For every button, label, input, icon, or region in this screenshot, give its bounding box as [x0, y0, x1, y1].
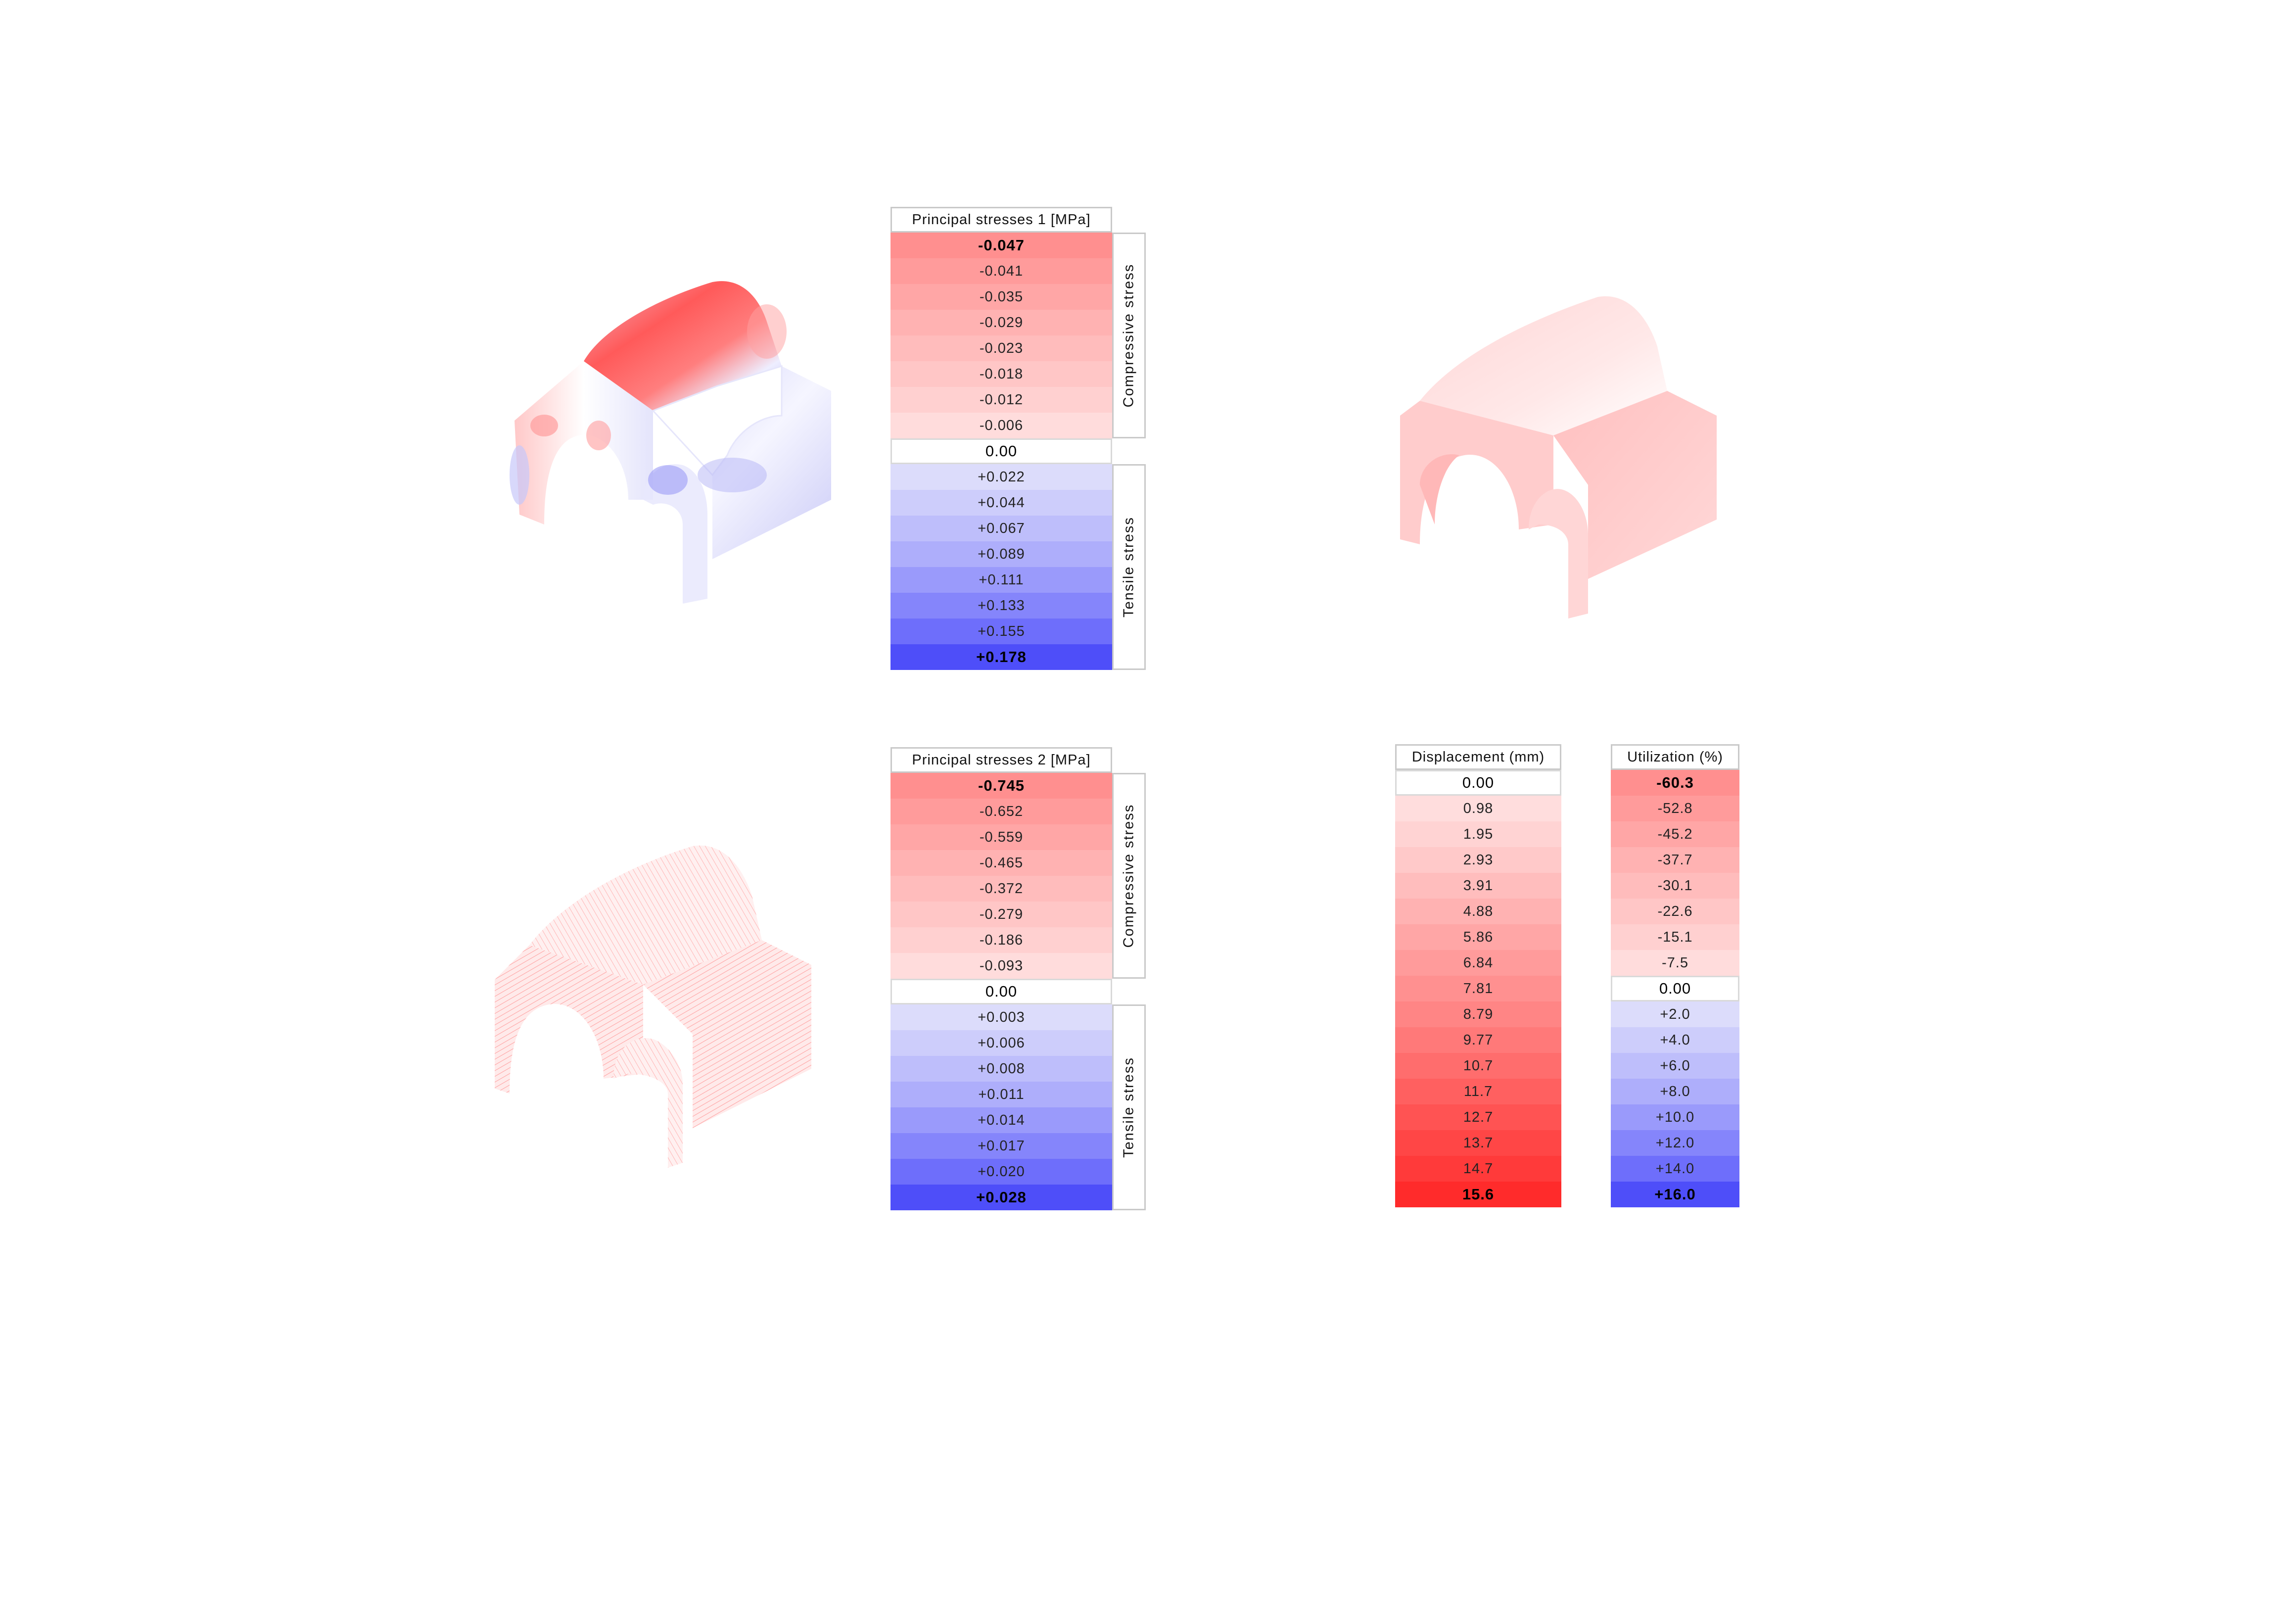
- legend-cell: 13.7: [1395, 1130, 1561, 1156]
- legend-cell: -0.035: [890, 284, 1112, 310]
- legend-cell: +0.155: [890, 619, 1112, 644]
- legend-cell: +0.006: [890, 1030, 1112, 1056]
- legend-cell: -0.006: [890, 413, 1112, 438]
- legend-cell: +6.0: [1611, 1053, 1739, 1079]
- legend-cell: +12.0: [1611, 1130, 1739, 1156]
- compressive-stress-label: Compressive stress: [1121, 263, 1137, 408]
- tensile-stress-label: Tensile stress: [1121, 1057, 1137, 1158]
- legend-cell: 2.93: [1395, 847, 1561, 873]
- compressive-stress-label-box: Compressive stress: [1112, 773, 1146, 979]
- legend-cell: +0.022: [890, 464, 1112, 490]
- legend-cell: +10.0: [1611, 1104, 1739, 1130]
- legend-title: Displacement (mm): [1395, 744, 1561, 770]
- legend-cell: -45.2: [1611, 821, 1739, 847]
- legend-cell: +0.011: [890, 1082, 1112, 1107]
- legend-cell: -0.372: [890, 876, 1112, 902]
- legend-cell: +0.014: [890, 1107, 1112, 1133]
- legend-cell: 5.86: [1395, 924, 1561, 950]
- model-principal-stresses-1: [510, 281, 831, 604]
- legend-scale: -0.745 -0.652 -0.559 -0.465 -0.372 -0.279 -0.1…: [890, 773, 1112, 1210]
- legend-cell: -0.012: [890, 387, 1112, 413]
- legend-cell: 3.91: [1395, 873, 1561, 899]
- legend-cell: +0.017: [890, 1133, 1112, 1159]
- legend-cell: 7.81: [1395, 976, 1561, 1001]
- tensile-stress-label-box: Tensile stress: [1112, 464, 1146, 670]
- legend-scale: -0.047 -0.041 -0.035 -0.029 -0.023 -0.018 -0.0…: [890, 233, 1112, 670]
- legend-cell: 8.79: [1395, 1001, 1561, 1027]
- model-principal-stresses-2: [465, 845, 811, 1183]
- legend-cell: +0.178: [890, 644, 1112, 670]
- legend-cell: -0.465: [890, 850, 1112, 876]
- legend-cell: +0.008: [890, 1056, 1112, 1082]
- legend-cell: +0.044: [890, 490, 1112, 516]
- legend-cell: 12.7: [1395, 1104, 1561, 1130]
- legend-cell: +0.020: [890, 1159, 1112, 1185]
- legend-cell: +4.0: [1611, 1027, 1739, 1053]
- tensile-stress-label-box: Tensile stress: [1112, 1004, 1146, 1210]
- legend-cell: 6.84: [1395, 950, 1561, 976]
- legend-cell: +0.111: [890, 567, 1112, 593]
- legend-cell: -0.093: [890, 953, 1112, 979]
- legend-scale: -60.3 -52.8 -45.2 -37.7 -30.1 -22.6 -15.1 -7.5 0…: [1611, 770, 1739, 1207]
- compressive-stress-label: Compressive stress: [1121, 804, 1137, 948]
- legend-cell: 9.77: [1395, 1027, 1561, 1053]
- legend-cell: +0.028: [890, 1185, 1112, 1210]
- legend-cell: 0.00: [1395, 770, 1561, 796]
- legend-cell: -0.047: [890, 233, 1112, 258]
- legend-cell: +16.0: [1611, 1182, 1739, 1207]
- legend-cell: 15.6: [1395, 1182, 1561, 1207]
- legend-cell: 1.95: [1395, 821, 1561, 847]
- legend-title: Principal stresses 1 [MPa]: [890, 207, 1112, 233]
- legend-cell: -52.8: [1611, 796, 1739, 821]
- legend-cell: +0.133: [890, 593, 1112, 619]
- legend-cell: -0.029: [890, 310, 1112, 335]
- legend-cell: +0.067: [890, 516, 1112, 541]
- legend-cell: +0.003: [890, 1004, 1112, 1030]
- tensile-stress-label: Tensile stress: [1121, 517, 1137, 618]
- legend-cell: -0.559: [890, 824, 1112, 850]
- legend-title: Principal stresses 2 [MPa]: [890, 747, 1112, 773]
- legend-cell: 0.00: [1611, 976, 1739, 1001]
- legend-cell: -0.018: [890, 361, 1112, 387]
- legend-cell: -0.652: [890, 799, 1112, 824]
- legend-cell: +8.0: [1611, 1079, 1739, 1104]
- legend-cell: 10.7: [1395, 1053, 1561, 1079]
- legend-cell: 0.00: [890, 438, 1112, 464]
- legend-cell: -15.1: [1611, 924, 1739, 950]
- legend-cell: +0.089: [890, 541, 1112, 567]
- legend-cell: -0.279: [890, 902, 1112, 927]
- legend-cell: -30.1: [1611, 873, 1739, 899]
- legend-cell: +14.0: [1611, 1156, 1739, 1182]
- legend-cell: -0.023: [890, 335, 1112, 361]
- legend-cell: 0.98: [1395, 796, 1561, 821]
- legend-cell: -0.186: [890, 927, 1112, 953]
- legend-cell: +2.0: [1611, 1001, 1739, 1027]
- legend-scale: 0.00 0.98 1.95 2.93 3.91 4.88 5.86 6.84 7.81 8.79…: [1395, 770, 1561, 1207]
- legend-title: Utilization (%): [1611, 744, 1739, 770]
- compressive-stress-label-box: Compressive stress: [1112, 233, 1146, 438]
- legend-cell: -7.5: [1611, 950, 1739, 976]
- legend-cell: -22.6: [1611, 899, 1739, 924]
- legend-cell: 4.88: [1395, 899, 1561, 924]
- legend-cell: -60.3: [1611, 770, 1739, 796]
- legend-cell: -37.7: [1611, 847, 1739, 873]
- legend-cell: 11.7: [1395, 1079, 1561, 1104]
- legend-cell: 0.00: [890, 979, 1112, 1004]
- legend-cell: -0.745: [890, 773, 1112, 799]
- model-displacement: [1400, 296, 1717, 619]
- legend-cell: 14.7: [1395, 1156, 1561, 1182]
- legend-cell: -0.041: [890, 258, 1112, 284]
